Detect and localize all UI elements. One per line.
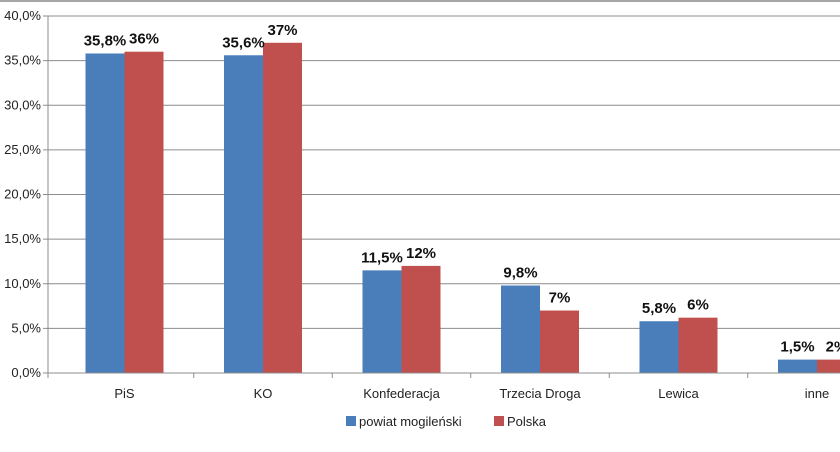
legend-swatch: [494, 416, 504, 426]
x-tick-label: KO: [254, 386, 273, 401]
bar: [639, 321, 679, 373]
y-tick-label: 20,0%: [4, 187, 41, 202]
bar: [85, 53, 125, 374]
data-label: 12%: [406, 245, 436, 262]
data-label: 1,5%: [780, 339, 814, 356]
data-label: 36%: [129, 31, 159, 48]
data-label: 35,8%: [84, 32, 127, 49]
y-tick-label: 5,0%: [11, 320, 41, 335]
y-tick-label: 40,0%: [4, 8, 41, 23]
x-tick-label: Konfederacja: [363, 386, 440, 401]
data-label: 6%: [687, 297, 709, 314]
bar: [124, 51, 164, 373]
x-tick-label: Trzecia Droga: [499, 386, 581, 401]
x-tick-label: PiS: [114, 386, 135, 401]
frame-border: [0, 0, 840, 2]
x-tick-label: inne: [805, 386, 830, 401]
bar: [778, 359, 817, 373]
bar: [678, 317, 718, 373]
data-label: 7%: [549, 290, 571, 307]
bar: [540, 310, 579, 373]
y-tick-label: 0,0%: [11, 365, 41, 380]
bar: [263, 42, 302, 374]
data-label: 9,8%: [503, 265, 537, 282]
legend-swatch: [346, 416, 356, 426]
data-label: 37%: [267, 22, 297, 39]
legend-label: powiat mogileński: [359, 414, 462, 429]
data-label: 35,6%: [222, 34, 265, 51]
x-tick-label: Lewica: [658, 386, 699, 401]
data-label: 11,5%: [361, 249, 403, 266]
y-tick-label: 35,0%: [4, 53, 41, 68]
y-tick-label: 10,0%: [4, 276, 41, 291]
bar: [501, 285, 540, 373]
y-tick-label: 25,0%: [4, 142, 41, 157]
bar: [817, 359, 840, 373]
bar: [362, 270, 402, 373]
legend-label: Polska: [507, 414, 547, 429]
bar: [401, 265, 441, 373]
y-tick-label: 30,0%: [4, 97, 41, 112]
y-tick-label: 15,0%: [4, 231, 41, 246]
bar: [224, 55, 263, 374]
data-label: 2%: [826, 339, 840, 356]
data-label: 5,8%: [642, 300, 676, 317]
